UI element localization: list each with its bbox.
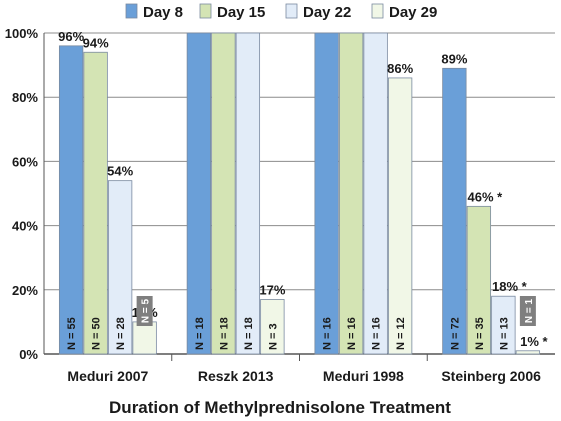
- n-label: N = 12: [395, 317, 407, 350]
- bar-day-29-steinberg-2006: [515, 350, 541, 355]
- bar-day-8-steinberg-2006: [442, 67, 467, 355]
- bar-day-29-reszk-2013: [260, 299, 285, 355]
- legend: Day 8 Day 15 Day 22 Day 29: [125, 3, 437, 21]
- bar-day-15-meduri-1998: [338, 32, 364, 355]
- x-axis-title: Duration of Methylprednisolone Treatment: [109, 398, 451, 417]
- n-label-box: [136, 296, 153, 326]
- bar-day-8-meduri-1998: [314, 32, 339, 355]
- category-label-meduri-1998: Meduri 1998: [323, 368, 404, 384]
- y-axis-ticks: 0% 20% 40% 60% 80% 100%: [5, 26, 39, 362]
- n-label: N = 18: [243, 317, 255, 350]
- data-label: 18% *: [492, 279, 528, 294]
- legend-label-day-8: Day 8: [143, 4, 183, 21]
- n-label: N = 16: [322, 317, 334, 350]
- n-label: N = 35: [474, 317, 486, 350]
- bar-day-15-reszk-2013: [211, 32, 236, 355]
- n-label: N = 18: [194, 317, 206, 350]
- data-label: 94%: [83, 35, 109, 50]
- bar-day-22-meduri-2007: [107, 180, 133, 355]
- data-label: 89%: [441, 51, 467, 66]
- legend-label-day-29: Day 29: [389, 4, 437, 21]
- n-label: N = 13: [498, 317, 510, 350]
- legend-label-day-15: Day 15: [217, 4, 265, 21]
- y-tick-label: 40%: [12, 219, 38, 234]
- legend-swatch-day-8: [125, 3, 138, 19]
- category-label-reszk-2013: Reszk 2013: [198, 368, 274, 384]
- n-label: N = 16: [346, 317, 358, 350]
- legend-swatch-day-29: [371, 3, 384, 19]
- legend-label-day-22: Day 22: [303, 4, 351, 21]
- bar-day-8-reszk-2013: [186, 32, 212, 355]
- n-label: N = 50: [91, 317, 103, 350]
- x-axis-categories: Meduri 2007 Reszk 2013 Meduri 1998 Steinber…: [67, 368, 541, 384]
- category-label-steinberg-2006: Steinberg 2006: [441, 368, 541, 384]
- n-label-box: [519, 296, 536, 326]
- bar-day-8-meduri-2007: [58, 45, 84, 355]
- bar-day-22-meduri-1998: [363, 32, 388, 355]
- n-label: N = 1: [524, 298, 535, 323]
- n-label: N = 55: [66, 317, 78, 350]
- bars: [58, 32, 541, 355]
- category-label-meduri-2007: Meduri 2007: [67, 368, 148, 384]
- y-tick-label: 60%: [12, 154, 38, 169]
- y-tick-label: 20%: [12, 283, 38, 298]
- bar-day-22-steinberg-2006: [491, 295, 516, 355]
- data-label: 46% *: [468, 189, 504, 204]
- data-label: 54%: [107, 164, 133, 179]
- n-label: N = 28: [115, 317, 127, 350]
- bar-day-29-meduri-1998: [387, 77, 413, 355]
- data-label: 96%: [58, 29, 84, 44]
- bar-day-15-steinberg-2006: [466, 205, 492, 355]
- data-labels: 96% N = 55 N = 18 N = 16 89% N = 72 94% N = 50 N…: [58, 29, 548, 350]
- legend-swatch-day-22: [285, 3, 298, 19]
- bar-day-22-reszk-2013: [235, 32, 261, 355]
- y-tick-label: 0%: [19, 347, 38, 362]
- bar-day-15-meduri-2007: [83, 51, 108, 355]
- data-label: 17%: [259, 282, 285, 297]
- data-label: 86%: [387, 61, 413, 76]
- n-label: N = 5: [141, 298, 152, 323]
- n-label: N = 72: [449, 317, 461, 350]
- n-label: N = 3: [267, 323, 279, 350]
- y-tick-label: 100%: [5, 26, 39, 41]
- n-label: N = 16: [371, 317, 383, 350]
- y-tick-label: 80%: [12, 90, 38, 105]
- n-label: N = 18: [218, 317, 230, 350]
- data-label: 1% *: [520, 334, 548, 349]
- bar-day-29-meduri-2007: [132, 321, 157, 355]
- legend-swatch-day-15: [199, 3, 212, 19]
